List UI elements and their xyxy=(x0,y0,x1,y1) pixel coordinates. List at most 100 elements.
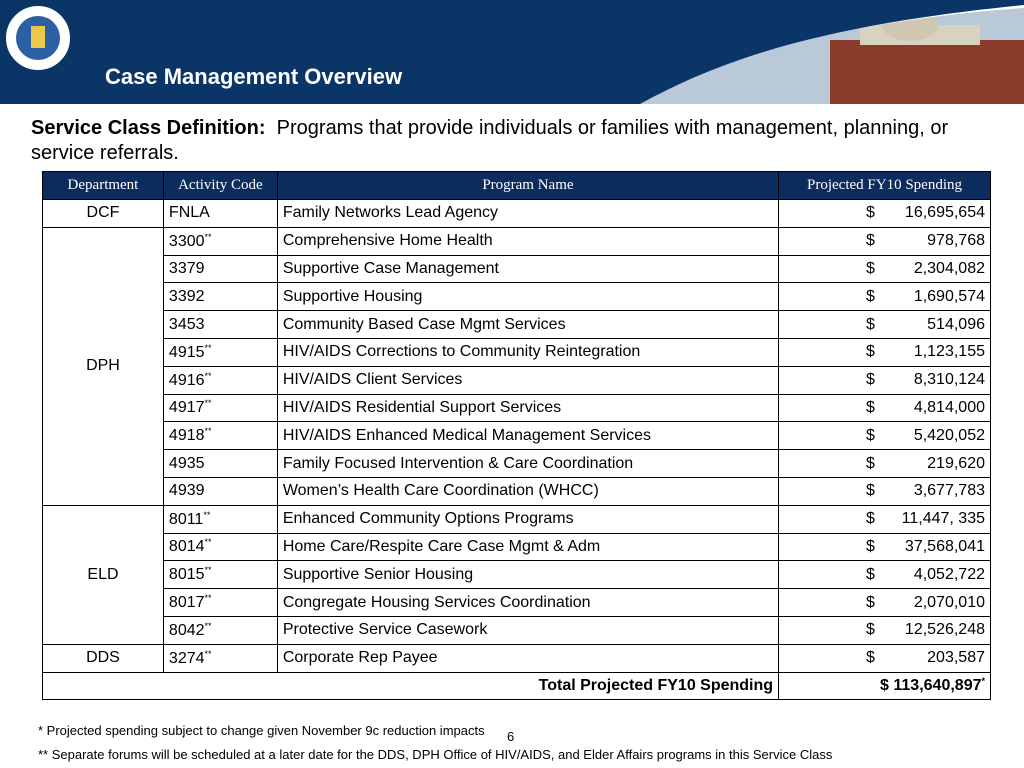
currency: $ xyxy=(866,454,875,472)
currency: $ xyxy=(866,426,875,444)
amount: $3,677,783 xyxy=(784,482,985,500)
program-name: Enhanced Community Options Programs xyxy=(276,504,780,534)
amount: $1,690,574 xyxy=(784,288,985,306)
amount-value: 11,447, 335 xyxy=(901,510,985,528)
amount: $978,768 xyxy=(784,232,985,250)
footnote: ** Separate forums will be scheduled at … xyxy=(38,747,833,762)
total-label: Total Projected FY10 Spending xyxy=(41,671,780,701)
amount-value: 1,690,574 xyxy=(913,287,985,305)
amount-cell: $12,526,248 xyxy=(778,615,991,645)
program-name: Family Networks Lead Agency xyxy=(276,199,780,228)
currency: $ xyxy=(866,649,875,667)
definition-label: Service Class Definition: xyxy=(31,117,266,139)
program-name: HIV/AIDS Enhanced Medical Management Ser… xyxy=(276,421,780,451)
code-cell: FNLA xyxy=(162,199,278,228)
department-cell: ELD xyxy=(42,504,164,645)
amount-cell: $5,420,052 xyxy=(778,421,991,451)
building xyxy=(830,40,1024,104)
program-name: Women’s Health Care Coordination (WHCC) xyxy=(276,476,780,506)
code-cell: 4939 xyxy=(162,476,278,506)
currency: $ xyxy=(866,343,875,361)
amount-cell: $16,695,654 xyxy=(778,199,991,228)
currency: $ xyxy=(866,565,875,583)
amount: $2,304,082 xyxy=(784,260,985,278)
currency: $ xyxy=(866,482,875,500)
band-shape xyxy=(0,0,1024,104)
department-cell: DCF xyxy=(42,199,164,228)
amount: $5,420,052 xyxy=(784,427,985,445)
row: 8042** Protective Service Casework $12,526… xyxy=(43,615,991,645)
activity-code: 3274 xyxy=(168,649,205,667)
column-header: Program Name xyxy=(276,171,780,200)
amount-cell: $2,304,082 xyxy=(778,254,991,284)
row: DCF FNLA Family Networks Lead Agency $16,69… xyxy=(42,199,991,228)
code-note: ** xyxy=(204,648,212,659)
amount-value: 37,568,041 xyxy=(904,537,985,555)
amount: $4,814,000 xyxy=(784,399,985,417)
total-value: $ 113,640,897 xyxy=(880,677,982,695)
currency: $ xyxy=(866,315,875,333)
row: 3379 Supportive Case Management $2,304,082 xyxy=(43,254,991,284)
activity-code: 3392 xyxy=(168,287,205,305)
amount-cell: $3,677,783 xyxy=(778,476,991,506)
currency: $ xyxy=(866,398,875,416)
code-cell: 8042** xyxy=(162,615,278,645)
amount-value: 219,620 xyxy=(927,454,985,472)
amount-cell: $4,052,722 xyxy=(778,560,991,590)
header-row: Department Activity Code Program Name Proje… xyxy=(42,171,991,200)
total-row: Total Projected FY10 Spending $ 113,640,8… xyxy=(41,671,991,701)
amount: $4,052,722 xyxy=(784,566,985,584)
amount-value: 16,695,654 xyxy=(904,204,985,222)
row: 8017** Congregate Housing Services Coordi… xyxy=(43,588,991,617)
currency: $ xyxy=(866,621,875,639)
currency: $ xyxy=(866,232,875,250)
amount: $37,568,041 xyxy=(784,538,985,556)
amount: $11,447, 335 xyxy=(784,510,985,528)
code-cell: 8017** xyxy=(162,588,278,617)
row: 4916** HIV/AIDS Client Services $8,310,124 xyxy=(43,365,991,395)
code-note: ** xyxy=(204,231,212,242)
currency: $ xyxy=(866,371,875,389)
amount-value: 8,310,124 xyxy=(913,371,985,389)
footnote: * Projected spending subject to change g… xyxy=(38,723,485,738)
amount: $12,526,248 xyxy=(784,621,985,639)
amount-value: 12,526,248 xyxy=(904,621,985,639)
code-cell: 8014** xyxy=(162,532,278,562)
activity-code: 4915 xyxy=(168,343,205,361)
code-note: ** xyxy=(204,426,212,437)
program-name: Comprehensive Home Health xyxy=(276,226,780,256)
row: 8014** Home Care/Respite Care Case Mgmt &… xyxy=(43,532,991,562)
slide-title: Case Management Overview xyxy=(105,64,403,89)
row: DPH 3300** Comprehensive Home Health $978,7… xyxy=(42,226,991,506)
amount: $8,310,124 xyxy=(784,371,985,389)
row: DDS 3274** Corporate Rep Payee $203,587 xyxy=(42,643,991,673)
code-cell: 4915** xyxy=(162,337,278,367)
amount-value: 2,070,010 xyxy=(913,593,985,611)
code-note: ** xyxy=(204,370,212,381)
code-cell: 4916** xyxy=(162,365,278,395)
amount-value: 203,587 xyxy=(927,649,985,667)
activity-code: 3379 xyxy=(168,259,205,277)
amount: $16,695,654 xyxy=(784,204,985,222)
program-name: Congregate Housing Services Coordination xyxy=(276,588,780,617)
code-cell: 3379 xyxy=(162,254,278,284)
activity-code: FNLA xyxy=(168,204,210,222)
amount-cell: $37,568,041 xyxy=(778,532,991,562)
code-cell: 8015** xyxy=(162,560,278,590)
program-name: HIV/AIDS Residential Support Services xyxy=(276,393,780,423)
amount-cell: $2,070,010 xyxy=(778,588,991,617)
row: 4918** HIV/AIDS Enhanced Medical Manageme… xyxy=(43,421,991,451)
amount-value: 4,052,722 xyxy=(913,565,985,583)
code-note: ** xyxy=(203,509,211,520)
currency: $ xyxy=(866,287,875,305)
code-note: ** xyxy=(204,398,212,409)
code-cell: 3300** xyxy=(162,226,278,256)
currency: $ xyxy=(866,537,875,555)
activity-code: 3453 xyxy=(168,315,205,333)
amount-value: 1,123,155 xyxy=(913,343,985,361)
row: 4935 Family Focused Intervention & Care C… xyxy=(43,449,991,478)
code-note: ** xyxy=(204,565,212,576)
code-cell: 3274** xyxy=(162,643,278,673)
activity-code: 4917 xyxy=(168,399,205,417)
